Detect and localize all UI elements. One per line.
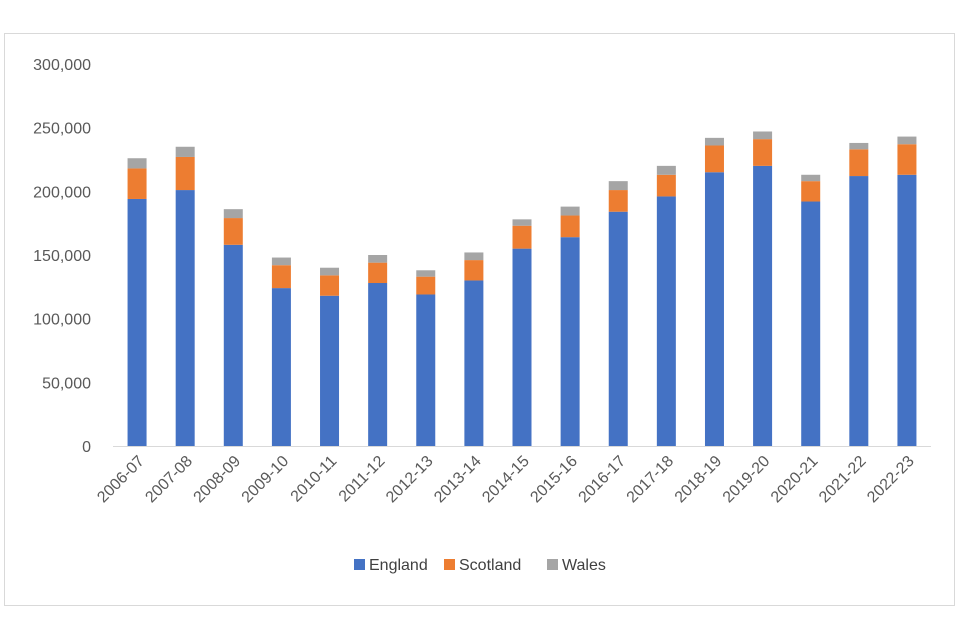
x-tick-label: 2019-20 — [720, 453, 774, 507]
legend-swatch-england — [354, 559, 365, 570]
bar-scotland-2015-16 — [560, 215, 580, 238]
bar-england-2018-19 — [704, 172, 724, 447]
bar-wales-2009-10 — [271, 257, 291, 266]
x-tick-label: 2017-18 — [624, 453, 678, 507]
x-tick-label: 2016-17 — [576, 453, 630, 507]
bar-england-2015-16 — [560, 237, 580, 446]
bar-england-2009-10 — [271, 288, 291, 446]
bar-scotland-2020-21 — [801, 181, 821, 202]
x-tick-label: 2008-09 — [191, 453, 245, 507]
bar-scotland-2016-17 — [608, 190, 628, 212]
legend: England Scotland Wales — [354, 557, 606, 574]
bar-scotland-2019-20 — [753, 139, 773, 166]
y-tick-label: 300,000 — [33, 57, 91, 74]
x-tick-label: 2018-19 — [672, 453, 726, 507]
bar-england-2007-08 — [175, 190, 195, 446]
bar-scotland-2014-15 — [512, 225, 532, 249]
bar-scotland-2013-14 — [464, 260, 484, 281]
bar-wales-2015-16 — [560, 206, 580, 216]
legend-label-wales: Wales — [562, 557, 606, 574]
bar-england-2021-22 — [849, 176, 869, 447]
x-tick-label: 2013-14 — [431, 453, 485, 507]
bar-england-2016-17 — [608, 211, 628, 446]
x-tick-label: 2011-12 — [336, 453, 389, 506]
bars — [127, 131, 917, 447]
chart-frame: 0 50,000 100,000 150,000 200,000 250,000 300,0… — [4, 33, 955, 606]
bar-scotland-2017-18 — [656, 174, 676, 197]
x-tick-label: 2007-08 — [142, 453, 196, 507]
legend-label-england: England — [369, 557, 428, 574]
stacked-bar-chart: 0 50,000 100,000 150,000 200,000 250,000 300,0… — [33, 57, 931, 574]
x-tick-label: 2006-07 — [94, 453, 148, 507]
y-tick-label: 100,000 — [33, 312, 91, 329]
bar-scotland-2012-13 — [416, 276, 436, 295]
legend-swatch-scotland — [444, 559, 455, 570]
legend-swatch-wales — [547, 559, 558, 570]
bar-england-2017-18 — [656, 196, 676, 446]
bar-wales-2013-14 — [464, 252, 484, 261]
bar-wales-2014-15 — [512, 219, 532, 226]
x-tick-label: 2015-16 — [527, 453, 581, 507]
bar-england-2022-23 — [897, 174, 917, 446]
bar-scotland-2022-23 — [897, 144, 917, 175]
x-tick-label: 2009-10 — [239, 453, 293, 507]
x-tick-label: 2022-23 — [864, 453, 918, 507]
y-tick-label: 200,000 — [33, 184, 91, 201]
bar-wales-2010-11 — [320, 267, 340, 276]
bar-england-2010-11 — [320, 295, 340, 446]
x-tick-label: 2012-13 — [383, 453, 437, 507]
bar-england-2019-20 — [753, 165, 773, 446]
x-tick-label: 2021-22 — [816, 453, 870, 507]
bar-scotland-2021-22 — [849, 149, 869, 177]
bar-wales-2006-07 — [127, 158, 147, 169]
bar-wales-2022-23 — [897, 136, 917, 145]
bar-wales-2017-18 — [656, 165, 676, 175]
y-tick-label: 250,000 — [33, 121, 91, 138]
x-axis-ticks: 2006-072007-082008-092009-102010-112011-… — [94, 453, 917, 507]
bar-wales-2020-21 — [801, 174, 821, 182]
bar-england-2013-14 — [464, 280, 484, 446]
bar-wales-2019-20 — [753, 131, 773, 140]
bar-wales-2007-08 — [175, 146, 195, 157]
bar-scotland-2018-19 — [704, 145, 724, 173]
bar-scotland-2007-08 — [175, 156, 195, 191]
bar-england-2014-15 — [512, 248, 532, 446]
x-tick-label: 2014-15 — [479, 453, 533, 507]
bar-wales-2011-12 — [368, 255, 388, 263]
y-tick-label: 0 — [82, 439, 91, 456]
bar-england-2012-13 — [416, 294, 436, 446]
bar-scotland-2008-09 — [223, 218, 243, 245]
legend-label-scotland: Scotland — [459, 557, 521, 574]
y-axis-ticks: 0 50,000 100,000 150,000 200,000 250,000 300,0… — [33, 57, 91, 456]
bar-england-2008-09 — [223, 244, 243, 446]
x-tick-label: 2020-21 — [768, 453, 822, 507]
bar-scotland-2009-10 — [271, 265, 291, 289]
y-tick-label: 50,000 — [42, 375, 91, 392]
bar-wales-2008-09 — [223, 209, 243, 219]
bar-england-2006-07 — [127, 198, 147, 446]
bar-england-2011-12 — [368, 283, 388, 446]
bar-scotland-2010-11 — [320, 275, 340, 296]
bar-wales-2012-13 — [416, 270, 436, 277]
bar-scotland-2011-12 — [368, 262, 388, 284]
bar-wales-2021-22 — [849, 142, 869, 150]
bar-wales-2016-17 — [608, 181, 628, 191]
bar-wales-2018-19 — [704, 137, 724, 146]
x-tick-label: 2010-11 — [288, 453, 341, 506]
y-tick-label: 150,000 — [33, 248, 91, 265]
bar-england-2020-21 — [801, 201, 821, 446]
bar-scotland-2006-07 — [127, 168, 147, 199]
